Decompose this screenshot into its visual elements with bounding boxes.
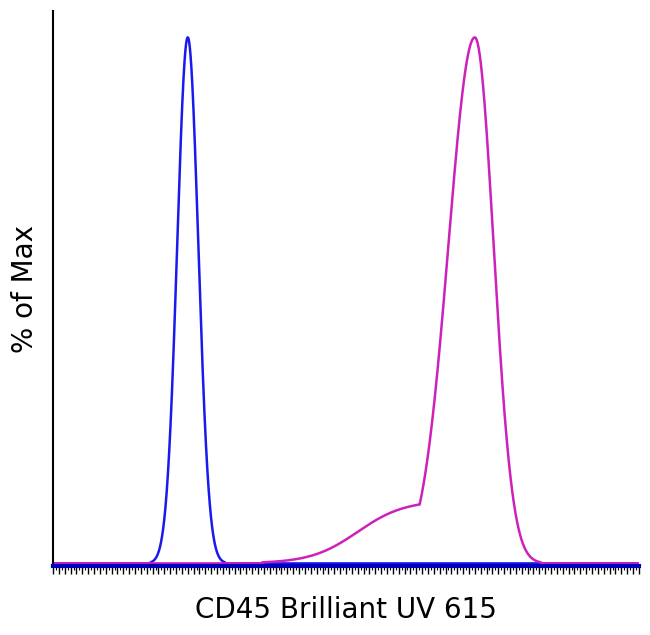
X-axis label: CD45 Brilliant UV 615: CD45 Brilliant UV 615: [195, 596, 497, 624]
Y-axis label: % of Max: % of Max: [11, 225, 39, 352]
